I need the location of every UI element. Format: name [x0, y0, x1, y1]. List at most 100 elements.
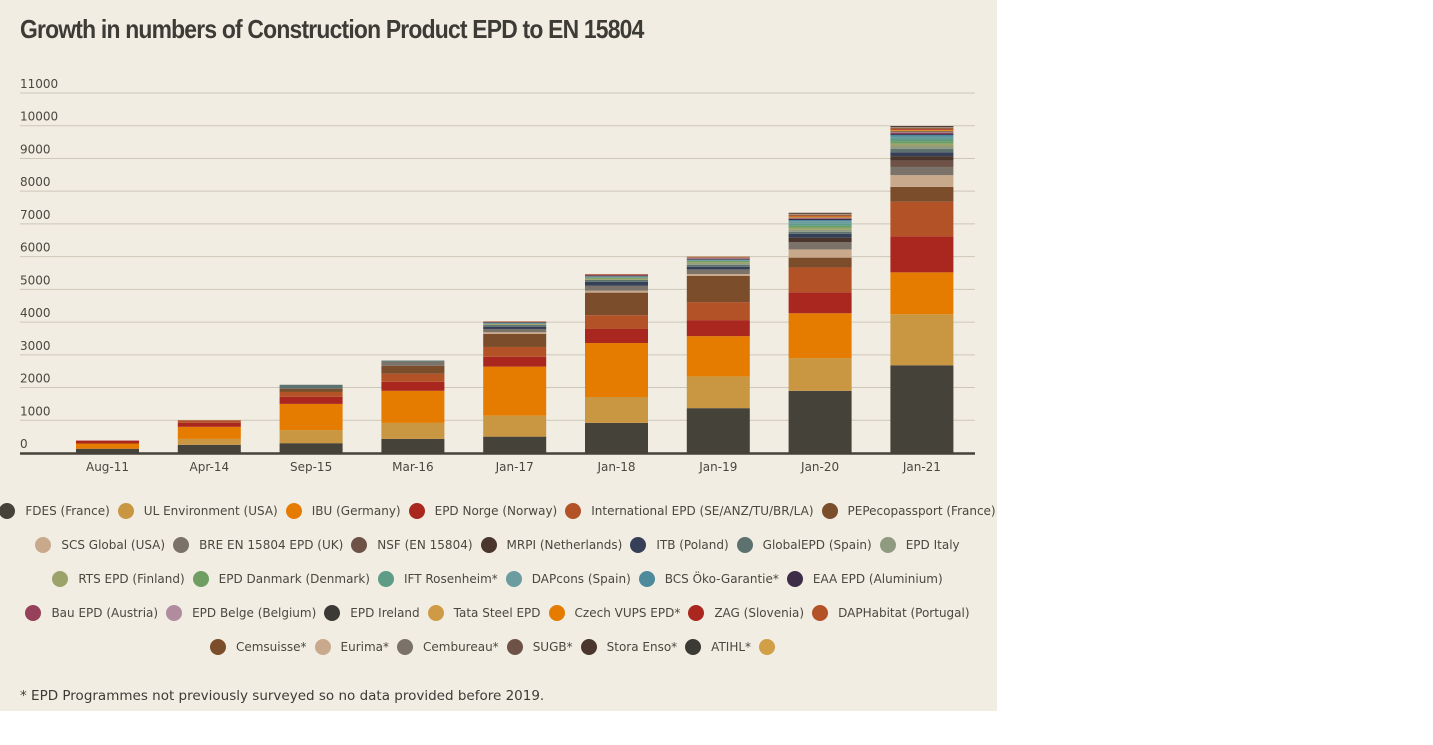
legend-item[interactable]: EPD Ireland [324, 605, 420, 621]
bar-segment [788, 219, 852, 222]
bar-segment [585, 422, 648, 453]
legend-row: RTS EPD (Finland) EPD Danmark (Denmark) IF… [10, 562, 985, 596]
y-tick-label: 1000 [20, 404, 51, 418]
legend-item[interactable]: ZAG (Slovenia) [688, 605, 804, 621]
legend-item[interactable]: RTS EPD (Finland) [52, 571, 185, 587]
bar-segment [483, 322, 547, 323]
bar-segment [788, 242, 852, 250]
legend-item[interactable]: GlobalEPD (Spain) [736, 537, 872, 553]
legend-label: DAPcons (Spain) [531, 572, 631, 586]
bar-segment [585, 328, 648, 344]
bar-segment [890, 166, 954, 176]
legend-item[interactable]: Cemsuisse* [209, 639, 307, 655]
legend-item[interactable]: EAA EPD (Aluminium) [786, 571, 943, 587]
bar-segment [788, 219, 852, 220]
legend-item[interactable]: EPD Belge (Belgium) [166, 605, 316, 621]
legend-item[interactable]: Czech VUPS EPD* [548, 605, 680, 621]
legend-label: IFT Rosenheim* [404, 572, 498, 586]
legend-item[interactable]: ATIHL* [685, 639, 751, 655]
legend-item[interactable]: DAPcons (Spain) [505, 571, 631, 587]
bar-segment [279, 391, 343, 397]
bar-segment [76, 440, 139, 444]
legend-item[interactable]: Stora Enso* [580, 639, 677, 655]
legend-item[interactable]: MRPI (Netherlands) [480, 537, 622, 553]
bar-segment [788, 215, 852, 217]
x-tick-label: Jan-18 [596, 460, 635, 474]
legend-swatch-icon [879, 537, 896, 553]
legend-item[interactable]: Cembureau* [397, 639, 499, 655]
x-tick-label: Apr-14 [190, 460, 230, 474]
legend-swatch-icon [52, 571, 69, 587]
legend-label: GlobalEPD (Spain) [762, 538, 872, 552]
bar-segment [890, 136, 954, 139]
legend-item[interactable]: NSF (EN 15804) [351, 537, 473, 553]
legend-item[interactable]: IFT Rosenheim* [378, 571, 498, 587]
bar-segment [890, 126, 954, 128]
legend-swatch-icon [192, 571, 209, 587]
legend-item[interactable]: BRE EN 15804 EPD (UK) [173, 537, 343, 553]
legend-item[interactable]: IBU (Germany) [285, 503, 401, 519]
bar-segment [890, 156, 954, 161]
bar-segment [890, 132, 954, 134]
legend-item[interactable]: Eurima* [314, 639, 389, 655]
legend-swatch-icon [759, 639, 776, 655]
bar-segment [279, 430, 343, 444]
footnote: * EPD Programmes not previously surveyed… [20, 688, 545, 704]
legend-label: EAA EPD (Aluminium) [812, 572, 943, 586]
legend-label: Bau EPD (Austria) [51, 606, 159, 620]
legend-label: UL Environment (USA) [143, 504, 278, 518]
legend-item[interactable]: International EPD (SE/ANZ/TU/BR/LA) [565, 503, 814, 519]
bar-segment [381, 360, 445, 362]
bar-segment [585, 343, 648, 398]
bar-segment [890, 128, 954, 130]
legend-item[interactable]: FDES (France) [0, 503, 110, 519]
legend-label: BCS Öko-Garantie* [664, 572, 779, 586]
x-tick-label: Sep-15 [290, 460, 332, 474]
bar-segment [686, 258, 750, 259]
bar-segment [483, 436, 547, 453]
legend-item[interactable]: ITB (Poland) [630, 537, 729, 553]
bar-segment [788, 233, 852, 238]
bar-segment [177, 438, 241, 445]
y-tick-label: 10000 [20, 110, 58, 124]
bar-segment [788, 390, 852, 453]
legend-item[interactable]: Tata Steel EPD [427, 605, 541, 621]
legend-item[interactable]: SCS Global (USA) [35, 537, 165, 553]
bar-segment [788, 227, 852, 230]
legend-item[interactable]: UL Environment (USA) [117, 503, 278, 519]
bar-segment [483, 366, 547, 416]
bar-segment [381, 381, 445, 391]
legend-swatch-icon [506, 639, 523, 655]
bar-stack [483, 321, 547, 453]
legend-label: DAPHabitat (Portugal) [838, 606, 970, 620]
x-tick-label: Mar-16 [392, 460, 433, 474]
legend-swatch-icon [480, 537, 497, 553]
legend-row: Bau EPD (Austria) EPD Belge (Belgium) EPD … [10, 596, 985, 630]
legend-item[interactable]: SUGB* [506, 639, 573, 655]
bar-segment [279, 396, 343, 404]
legend-item[interactable]: Bau EPD (Austria) [25, 605, 158, 621]
legend-swatch-icon [812, 605, 829, 621]
legend-item[interactable]: EPD Danmark (Denmark) [192, 571, 370, 587]
legend-item[interactable] [759, 639, 785, 655]
bar-segment [483, 333, 547, 347]
legend-swatch-icon [117, 503, 134, 519]
legend-item[interactable]: BCS Öko-Garantie* [638, 571, 779, 587]
bar-segment [788, 257, 852, 268]
legend-item[interactable]: EPD Norge (Norway) [408, 503, 558, 519]
bar-segment [788, 217, 852, 218]
bar-segment [788, 313, 852, 359]
legend-item[interactable]: PEPecopassport (France) [821, 503, 996, 519]
bar-segment [585, 315, 648, 329]
bar-segment [890, 186, 954, 202]
legend-label: EPD Norge (Norway) [434, 504, 558, 518]
legend-label: EPD Belge (Belgium) [192, 606, 317, 620]
legend-swatch-icon [505, 571, 522, 587]
bar-segment [585, 273, 648, 275]
legend-item[interactable]: EPD Italy [879, 537, 960, 553]
legend-item[interactable]: DAPHabitat (Portugal) [812, 605, 970, 621]
legend-swatch-icon [378, 571, 394, 587]
y-tick-label: 0 [20, 437, 28, 451]
legend-swatch-icon [565, 503, 582, 519]
bar-segment [381, 422, 445, 439]
